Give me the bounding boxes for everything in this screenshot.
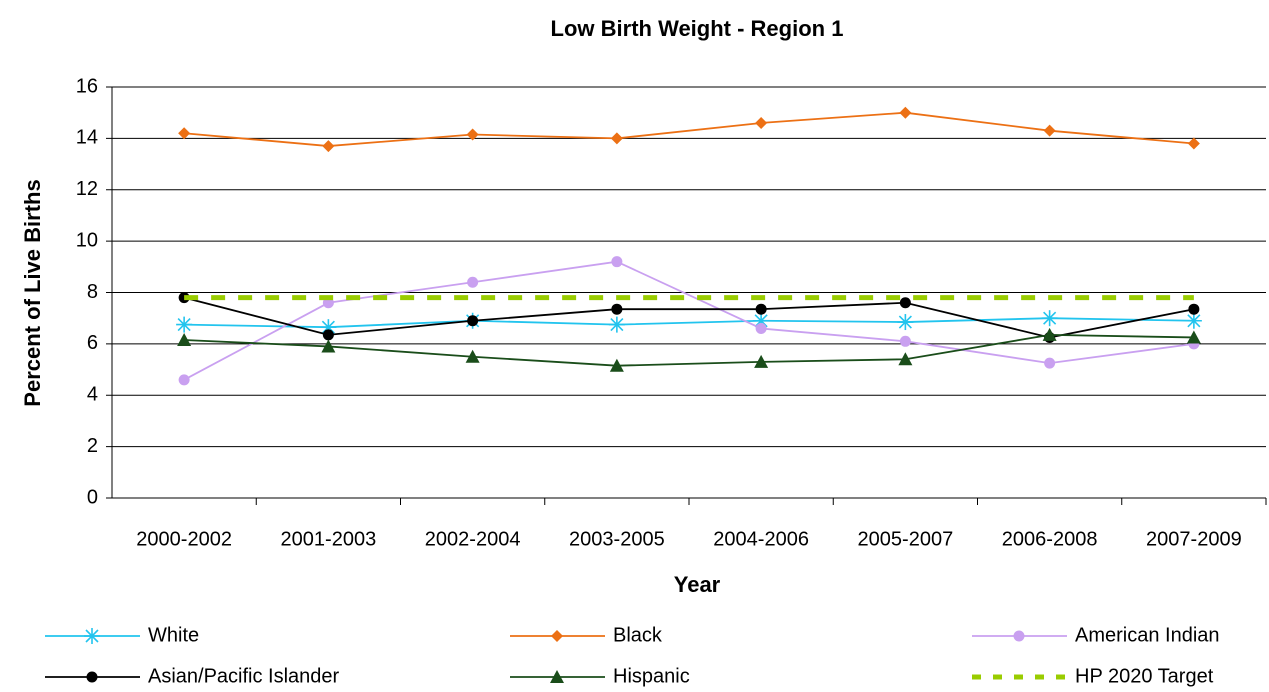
marker <box>465 349 480 363</box>
marker <box>322 329 334 341</box>
legend-marker <box>84 628 100 644</box>
marker <box>608 316 625 333</box>
legend-marker <box>86 671 98 683</box>
marker-stroke <box>898 315 912 329</box>
chart-title: Low Birth Weight - Region 1 <box>551 16 844 41</box>
marker <box>1185 312 1202 329</box>
y-tick-label: 0 <box>87 486 98 508</box>
x-axis-label: Year <box>674 572 721 597</box>
legend-label: Hispanic <box>613 665 690 687</box>
marker <box>755 322 767 334</box>
y-tick-label: 16 <box>76 75 98 97</box>
marker-stroke <box>1187 314 1201 328</box>
legend-marker <box>1013 630 1025 642</box>
x-tick-label: 2004-2006 <box>713 528 809 550</box>
marker <box>755 116 768 129</box>
marker <box>177 333 192 347</box>
marker <box>611 303 623 315</box>
legend-label: White <box>148 624 199 646</box>
marker-stroke <box>177 318 191 332</box>
y-tick-label: 4 <box>87 384 98 406</box>
marker-stroke <box>1043 311 1057 325</box>
x-tick-label: 2002-2004 <box>425 528 521 550</box>
marker <box>609 358 624 372</box>
x-tick-label: 2005-2007 <box>858 528 954 550</box>
series-line <box>184 333 1194 367</box>
legend-label: Black <box>613 624 663 646</box>
series-line <box>184 111 1194 147</box>
legend-label: HP 2020 Target <box>1075 665 1214 687</box>
series-line <box>183 260 1194 381</box>
x-tick-label: 2006-2008 <box>1002 528 1098 550</box>
marker <box>899 106 912 119</box>
marker <box>178 127 191 140</box>
legend-label: Asian/Pacific Islander <box>148 665 340 687</box>
marker <box>899 335 911 347</box>
legend-marker <box>550 670 564 683</box>
marker <box>610 132 623 145</box>
marker <box>754 354 769 368</box>
marker-stroke <box>610 318 624 332</box>
marker <box>1044 357 1056 369</box>
legend-label: American Indian <box>1075 624 1220 646</box>
y-tick-label: 8 <box>87 281 98 303</box>
y-tick-label: 6 <box>87 332 98 354</box>
legend-marker <box>551 630 563 642</box>
marker <box>467 315 479 327</box>
marker <box>1042 327 1057 341</box>
marker <box>1041 310 1058 327</box>
marker <box>322 140 335 153</box>
marker <box>897 314 914 331</box>
marker <box>611 256 623 268</box>
x-tick-label: 2007-2009 <box>1146 528 1242 550</box>
y-axis-label: Percent of Live Births <box>20 179 45 406</box>
y-tick-label: 2 <box>87 435 98 457</box>
marker <box>321 339 336 353</box>
marker <box>899 297 911 309</box>
x-tick-label: 2000-2002 <box>136 528 232 550</box>
marker <box>466 128 479 141</box>
marker <box>898 352 913 366</box>
x-tick-label: 2003-2005 <box>569 528 665 550</box>
marker <box>1187 137 1200 150</box>
marker <box>1188 303 1200 315</box>
marker <box>1043 124 1056 137</box>
series-line <box>183 296 1195 339</box>
marker <box>467 276 479 288</box>
y-tick-label: 12 <box>76 178 98 200</box>
marker <box>176 316 193 333</box>
y-tick-label: 14 <box>76 127 98 149</box>
marker <box>178 374 190 386</box>
x-tick-label: 2001-2003 <box>281 528 377 550</box>
marker <box>755 303 767 315</box>
marker <box>1186 330 1201 344</box>
y-tick-label: 10 <box>76 229 98 251</box>
series-line <box>184 317 1194 329</box>
marker-stroke <box>85 629 99 643</box>
